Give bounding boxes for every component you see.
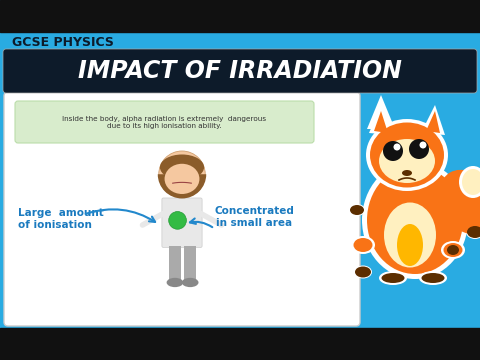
Ellipse shape xyxy=(384,202,436,267)
Ellipse shape xyxy=(397,224,423,266)
Ellipse shape xyxy=(354,266,372,279)
Circle shape xyxy=(168,212,186,229)
Ellipse shape xyxy=(167,278,183,287)
Ellipse shape xyxy=(160,154,204,180)
Bar xyxy=(0,328,480,360)
Ellipse shape xyxy=(439,170,480,234)
Ellipse shape xyxy=(421,273,444,283)
Text: IMPACT OF IRRADIATION: IMPACT OF IRRADIATION xyxy=(78,59,402,83)
Ellipse shape xyxy=(402,170,412,176)
Ellipse shape xyxy=(351,236,375,254)
Ellipse shape xyxy=(350,205,364,215)
Circle shape xyxy=(394,144,400,150)
Bar xyxy=(0,0,480,32)
Ellipse shape xyxy=(379,271,407,285)
Ellipse shape xyxy=(379,139,435,183)
Ellipse shape xyxy=(419,271,447,285)
Polygon shape xyxy=(374,111,388,133)
Ellipse shape xyxy=(459,166,480,198)
Ellipse shape xyxy=(441,241,465,259)
Ellipse shape xyxy=(444,243,463,257)
Polygon shape xyxy=(369,105,393,135)
FancyBboxPatch shape xyxy=(4,92,360,326)
Polygon shape xyxy=(426,111,440,133)
Text: Inside the body, alpha radiation is extremely  dangerous
due to its high ionisat: Inside the body, alpha radiation is extr… xyxy=(62,116,266,129)
Text: Large  amount
of ionisation: Large amount of ionisation xyxy=(18,208,104,230)
Ellipse shape xyxy=(462,169,480,195)
Ellipse shape xyxy=(370,122,444,188)
Text: GCSE PHYSICS: GCSE PHYSICS xyxy=(12,36,114,49)
FancyBboxPatch shape xyxy=(162,198,202,247)
Ellipse shape xyxy=(159,151,205,198)
Ellipse shape xyxy=(383,141,403,161)
Ellipse shape xyxy=(366,119,448,191)
Ellipse shape xyxy=(447,245,459,255)
Ellipse shape xyxy=(353,238,372,252)
Text: Concentrated
in small area: Concentrated in small area xyxy=(215,206,294,228)
Ellipse shape xyxy=(382,273,405,283)
Ellipse shape xyxy=(355,266,371,278)
Wedge shape xyxy=(158,174,206,198)
Ellipse shape xyxy=(362,161,468,279)
Ellipse shape xyxy=(409,139,429,159)
Ellipse shape xyxy=(165,164,199,194)
Ellipse shape xyxy=(467,226,480,238)
Polygon shape xyxy=(367,95,395,129)
Bar xyxy=(169,246,181,283)
Circle shape xyxy=(420,141,427,149)
Ellipse shape xyxy=(466,225,480,239)
Polygon shape xyxy=(421,105,445,135)
Ellipse shape xyxy=(367,166,463,274)
Bar xyxy=(184,246,196,283)
FancyBboxPatch shape xyxy=(3,49,477,93)
FancyBboxPatch shape xyxy=(15,101,314,143)
Ellipse shape xyxy=(349,204,365,216)
Ellipse shape xyxy=(182,278,199,287)
